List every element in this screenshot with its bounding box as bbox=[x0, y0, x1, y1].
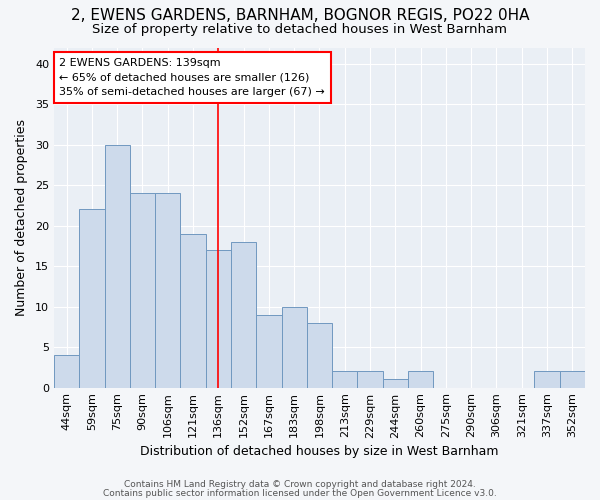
Bar bbox=[535, 372, 560, 388]
Bar bbox=[281, 306, 307, 388]
Bar bbox=[383, 380, 408, 388]
Bar bbox=[54, 355, 79, 388]
Bar bbox=[332, 372, 358, 388]
Text: Contains public sector information licensed under the Open Government Licence v3: Contains public sector information licen… bbox=[103, 488, 497, 498]
Bar bbox=[155, 193, 181, 388]
Text: 2 EWENS GARDENS: 139sqm
← 65% of detached houses are smaller (126)
35% of semi-d: 2 EWENS GARDENS: 139sqm ← 65% of detache… bbox=[59, 58, 325, 98]
Bar bbox=[231, 242, 256, 388]
Y-axis label: Number of detached properties: Number of detached properties bbox=[15, 119, 28, 316]
Bar bbox=[181, 234, 206, 388]
Bar bbox=[560, 372, 585, 388]
Text: Size of property relative to detached houses in West Barnham: Size of property relative to detached ho… bbox=[92, 22, 508, 36]
Bar bbox=[79, 210, 104, 388]
X-axis label: Distribution of detached houses by size in West Barnham: Distribution of detached houses by size … bbox=[140, 444, 499, 458]
Text: 2, EWENS GARDENS, BARNHAM, BOGNOR REGIS, PO22 0HA: 2, EWENS GARDENS, BARNHAM, BOGNOR REGIS,… bbox=[71, 8, 529, 22]
Bar bbox=[408, 372, 433, 388]
Bar bbox=[307, 323, 332, 388]
Text: Contains HM Land Registry data © Crown copyright and database right 2024.: Contains HM Land Registry data © Crown c… bbox=[124, 480, 476, 489]
Bar bbox=[206, 250, 231, 388]
Bar bbox=[358, 372, 383, 388]
Bar bbox=[104, 144, 130, 388]
Bar bbox=[256, 314, 281, 388]
Bar bbox=[130, 193, 155, 388]
